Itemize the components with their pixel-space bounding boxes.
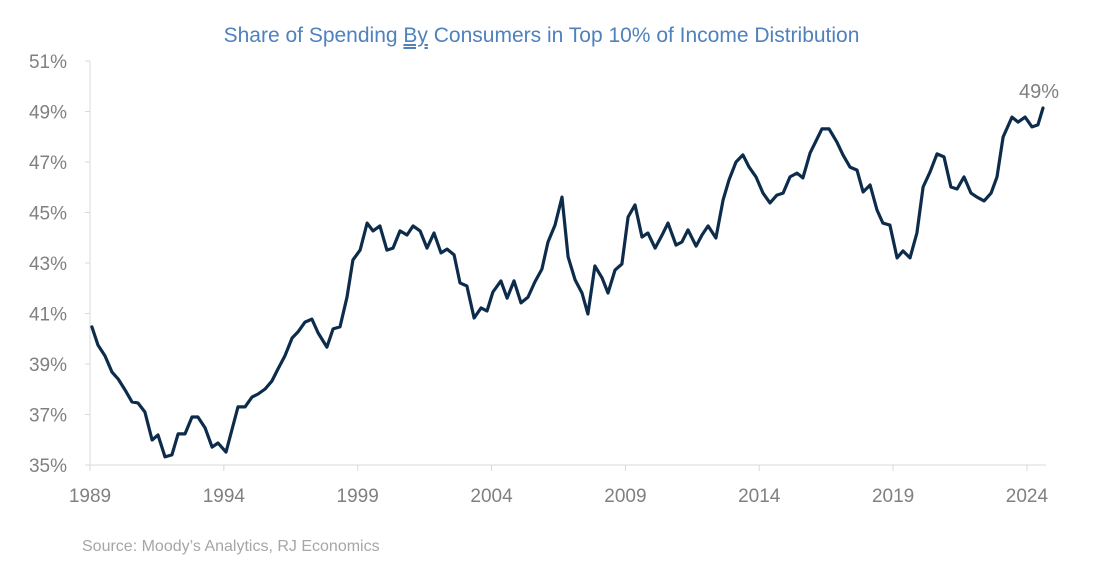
series-line xyxy=(90,106,1045,459)
chart-title-part: Consumers in Top 10% of Income Distribut… xyxy=(427,24,860,47)
source-note: Source: Moody’s Analytics, RJ Economics xyxy=(82,538,380,555)
chart-title: Share of Spending By Consumers in Top 10… xyxy=(0,24,1083,48)
x-tick-label: 1994 xyxy=(203,486,246,507)
x-tick-label: 2024 xyxy=(1006,486,1049,507)
chart-title-part: Share of Spending xyxy=(223,24,404,47)
x-tick-label: 1999 xyxy=(337,486,379,507)
x-tick-label: 2009 xyxy=(604,486,646,507)
x-tick-label: 2019 xyxy=(872,486,914,507)
y-tick-label: 41% xyxy=(29,305,67,326)
end-value-label: 49% xyxy=(1019,81,1059,103)
chart-title-part: By xyxy=(403,24,428,47)
y-tick-label: 37% xyxy=(29,406,67,427)
x-tick-label: 2004 xyxy=(470,486,513,507)
y-tick-label: 49% xyxy=(29,103,67,124)
y-tick-label: 45% xyxy=(29,204,67,225)
y-tick-label: 35% xyxy=(29,456,67,477)
y-tick-label: 51% xyxy=(29,52,67,73)
y-tick-label: 47% xyxy=(29,153,67,174)
y-tick-label: 39% xyxy=(29,355,67,376)
y-tick-label: 43% xyxy=(29,254,67,275)
x-tick-label: 2014 xyxy=(738,486,781,507)
x-tick-label: 1989 xyxy=(69,486,111,507)
